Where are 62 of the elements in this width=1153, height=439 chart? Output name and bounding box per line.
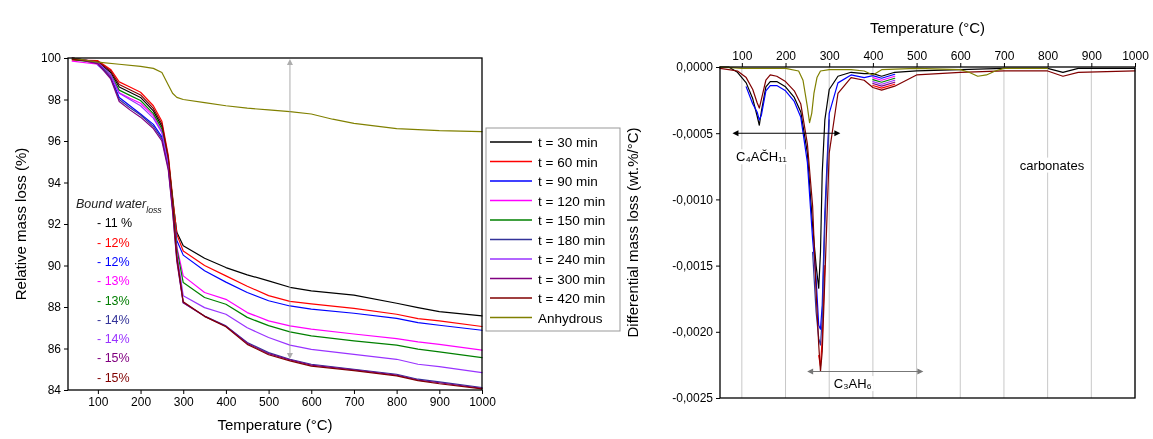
legend-label: t = 90 min bbox=[538, 174, 598, 189]
x-tick-label: 200 bbox=[776, 49, 797, 63]
y-tick-label: 96 bbox=[47, 134, 62, 149]
y-tick-label: 0,0000 bbox=[676, 60, 714, 75]
x-tick-label: 1000 bbox=[1122, 49, 1150, 63]
x-axis-title: Temperature (°C) bbox=[217, 416, 333, 433]
x-tick-label: 700 bbox=[344, 394, 365, 409]
x-tick-label: 500 bbox=[259, 394, 280, 409]
y-axis-title: Relative mass loss (%) bbox=[12, 147, 29, 301]
annotation: - 12% bbox=[97, 254, 130, 269]
legend-label: t = 240 min bbox=[538, 252, 606, 267]
x-tick-label: 300 bbox=[819, 49, 841, 63]
x-tick-label: 1000 bbox=[469, 394, 497, 409]
annotation: C₄AČH₁₁ bbox=[736, 149, 788, 165]
annotation: C₃AH₆ bbox=[833, 376, 872, 392]
x-tick-label: 900 bbox=[429, 394, 451, 409]
annotation: - 14% bbox=[97, 332, 130, 347]
x-tick-label: 900 bbox=[1081, 49, 1103, 63]
legend-label: t = 120 min bbox=[538, 193, 606, 209]
x-tick-label: 200 bbox=[131, 394, 152, 409]
x-tick-label: 400 bbox=[216, 394, 237, 409]
x-axis-title: Temperature (°C) bbox=[869, 19, 986, 36]
y-tick-label: -0,0010 bbox=[672, 192, 714, 207]
legend-label: t = 60 min bbox=[538, 154, 598, 170]
annotation: - 15% bbox=[97, 351, 130, 366]
annotation: - 13% bbox=[97, 293, 130, 308]
y-tick-label: 86 bbox=[47, 341, 62, 356]
y-tick-label: -0,0015 bbox=[672, 258, 714, 273]
legend-label: t = 150 min bbox=[538, 213, 606, 228]
legend-label: t = 180 min bbox=[538, 232, 606, 248]
legend-label: Anhydrous bbox=[538, 310, 603, 326]
line-series bbox=[812, 119, 830, 346]
annotation: - 13% bbox=[97, 274, 130, 289]
annotation: Bound water$_{loss}$ bbox=[76, 197, 163, 215]
annotation: carbonates bbox=[1019, 157, 1085, 173]
y-tick-label: 94 bbox=[47, 175, 62, 190]
y-tick-label: 84 bbox=[47, 383, 62, 398]
y-tick-label: -0,0025 bbox=[672, 391, 714, 406]
x-tick-label: 100 bbox=[88, 394, 109, 409]
annotation: - 14% bbox=[97, 312, 130, 327]
x-tick-label: 500 bbox=[907, 49, 928, 63]
y-tick-label: -0,0005 bbox=[672, 126, 714, 141]
annotation: - 15% bbox=[97, 370, 130, 385]
x-tick-label: 700 bbox=[994, 49, 1015, 63]
annotation: - 11 % bbox=[97, 216, 133, 231]
y-tick-label: -0,0020 bbox=[672, 325, 714, 340]
y-axis-title: Differential mass loss (wt.%/°C) bbox=[624, 127, 641, 338]
x-tick-label: 300 bbox=[173, 394, 195, 409]
x-tick-label: 400 bbox=[863, 49, 884, 63]
annotation: - 12% bbox=[97, 235, 130, 250]
legend-label: t = 300 min bbox=[538, 271, 606, 287]
y-tick-label: 88 bbox=[47, 300, 62, 315]
x-tick-label: 100 bbox=[732, 49, 753, 63]
x-tick-label: 800 bbox=[1038, 49, 1059, 63]
legend-label: t = 420 min bbox=[538, 291, 606, 306]
x-tick-label: 800 bbox=[387, 394, 408, 409]
y-tick-label: 90 bbox=[47, 258, 62, 273]
legend-label: t = 30 min bbox=[538, 135, 598, 150]
x-tick-label: 600 bbox=[301, 394, 323, 409]
y-tick-label: 92 bbox=[47, 217, 62, 232]
y-tick-label: 98 bbox=[47, 92, 62, 107]
x-tick-label: 600 bbox=[950, 49, 972, 63]
